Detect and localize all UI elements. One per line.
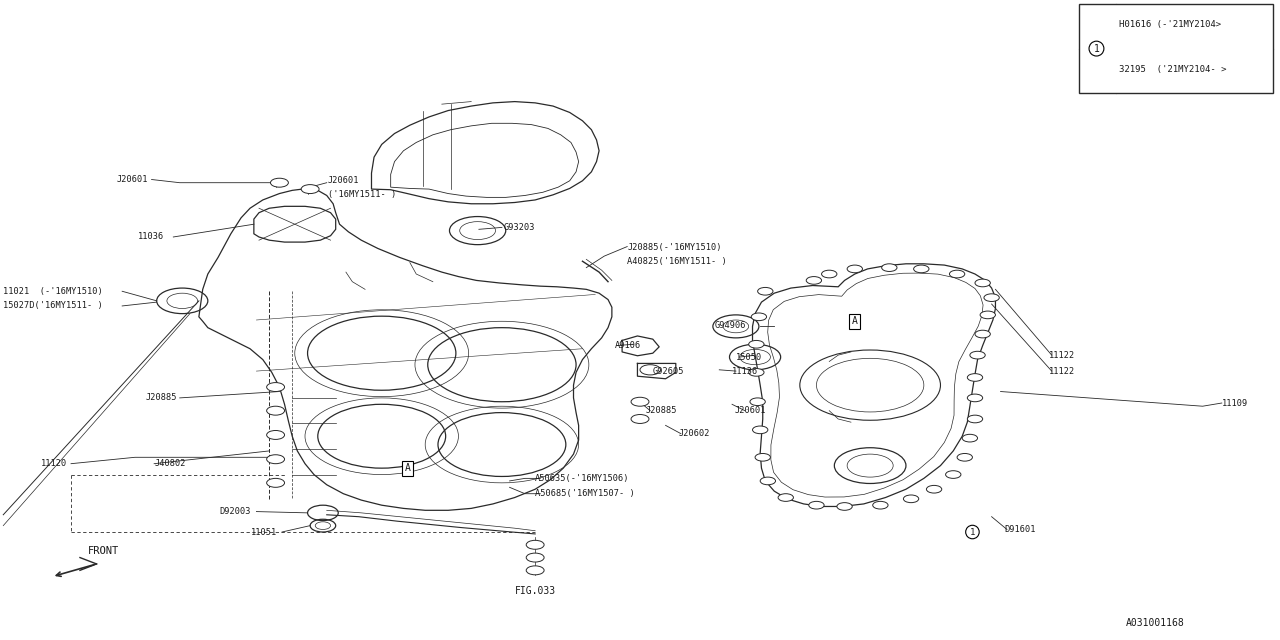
Text: J20601: J20601 [328,176,360,186]
Text: J20885: J20885 [146,394,177,403]
Text: 1: 1 [970,527,975,536]
Circle shape [957,454,973,461]
Text: 11021  (-'16MY1510): 11021 (-'16MY1510) [4,287,102,296]
Text: D92003: D92003 [220,507,251,516]
Text: 11136: 11136 [732,367,758,376]
Circle shape [914,265,929,273]
Text: G92605: G92605 [653,367,685,376]
Text: 11122: 11122 [1050,367,1075,376]
Text: D91601: D91601 [1005,525,1036,534]
Circle shape [631,415,649,424]
Circle shape [640,365,660,375]
Circle shape [968,374,983,381]
Circle shape [749,340,764,348]
Circle shape [266,383,284,392]
Circle shape [750,398,765,406]
Circle shape [975,330,991,338]
Text: J40802: J40802 [154,459,186,468]
Circle shape [266,406,284,415]
Circle shape [270,178,288,187]
Text: 11122: 11122 [1050,351,1075,360]
Circle shape [822,270,837,278]
Circle shape [758,287,773,295]
Text: 11109: 11109 [1222,399,1248,408]
Circle shape [970,351,986,359]
Text: 11120: 11120 [41,459,67,468]
Circle shape [266,431,284,440]
Text: 15050: 15050 [736,353,762,362]
Circle shape [266,478,284,487]
Text: 11036: 11036 [138,232,164,241]
Circle shape [927,485,942,493]
Text: G94906: G94906 [714,321,746,330]
Circle shape [980,311,996,319]
Text: J20601: J20601 [735,406,767,415]
Text: A50635(-'16MY1506): A50635(-'16MY1506) [535,474,630,483]
Text: H01616 (-'21MY2104>: H01616 (-'21MY2104> [1120,20,1221,29]
Text: J20885: J20885 [645,406,677,415]
Text: 15027D('16MY1511- ): 15027D('16MY1511- ) [4,301,102,310]
Text: A031001168: A031001168 [1126,618,1184,628]
Text: A9106: A9106 [614,341,641,350]
Circle shape [778,493,794,501]
Text: A: A [404,463,410,473]
Circle shape [873,501,888,509]
Text: J20601: J20601 [116,175,147,184]
Circle shape [882,264,897,271]
Circle shape [984,294,1000,301]
Circle shape [301,184,319,193]
Circle shape [755,454,771,461]
Circle shape [946,470,961,478]
Text: J20885(-'16MY1510): J20885(-'16MY1510) [627,243,722,252]
Text: 11051: 11051 [251,527,276,536]
Circle shape [847,265,863,273]
Circle shape [751,313,767,321]
Circle shape [904,495,919,502]
FancyBboxPatch shape [1079,4,1272,93]
Circle shape [968,415,983,423]
Circle shape [950,270,965,278]
Circle shape [749,369,764,376]
Text: G93203: G93203 [503,223,535,232]
Circle shape [753,426,768,434]
Circle shape [526,553,544,562]
Text: A50685('16MY1507- ): A50685('16MY1507- ) [535,489,635,498]
Circle shape [968,394,983,402]
Text: A: A [852,316,858,326]
Text: A40825('16MY1511- ): A40825('16MY1511- ) [627,257,727,266]
Circle shape [526,540,544,549]
Circle shape [963,435,978,442]
Text: 32195  ('21MY2104- >: 32195 ('21MY2104- > [1120,65,1228,74]
Circle shape [526,566,544,575]
Text: ('16MY1511- ): ('16MY1511- ) [328,190,397,199]
Circle shape [837,502,852,510]
Circle shape [760,477,776,484]
Text: J20602: J20602 [678,429,710,438]
Circle shape [975,279,991,287]
Circle shape [806,276,822,284]
Circle shape [631,397,649,406]
Circle shape [266,455,284,464]
Text: FRONT: FRONT [87,547,119,556]
Circle shape [809,501,824,509]
Text: 1: 1 [1093,44,1100,54]
Text: FIG.033: FIG.033 [515,586,556,596]
